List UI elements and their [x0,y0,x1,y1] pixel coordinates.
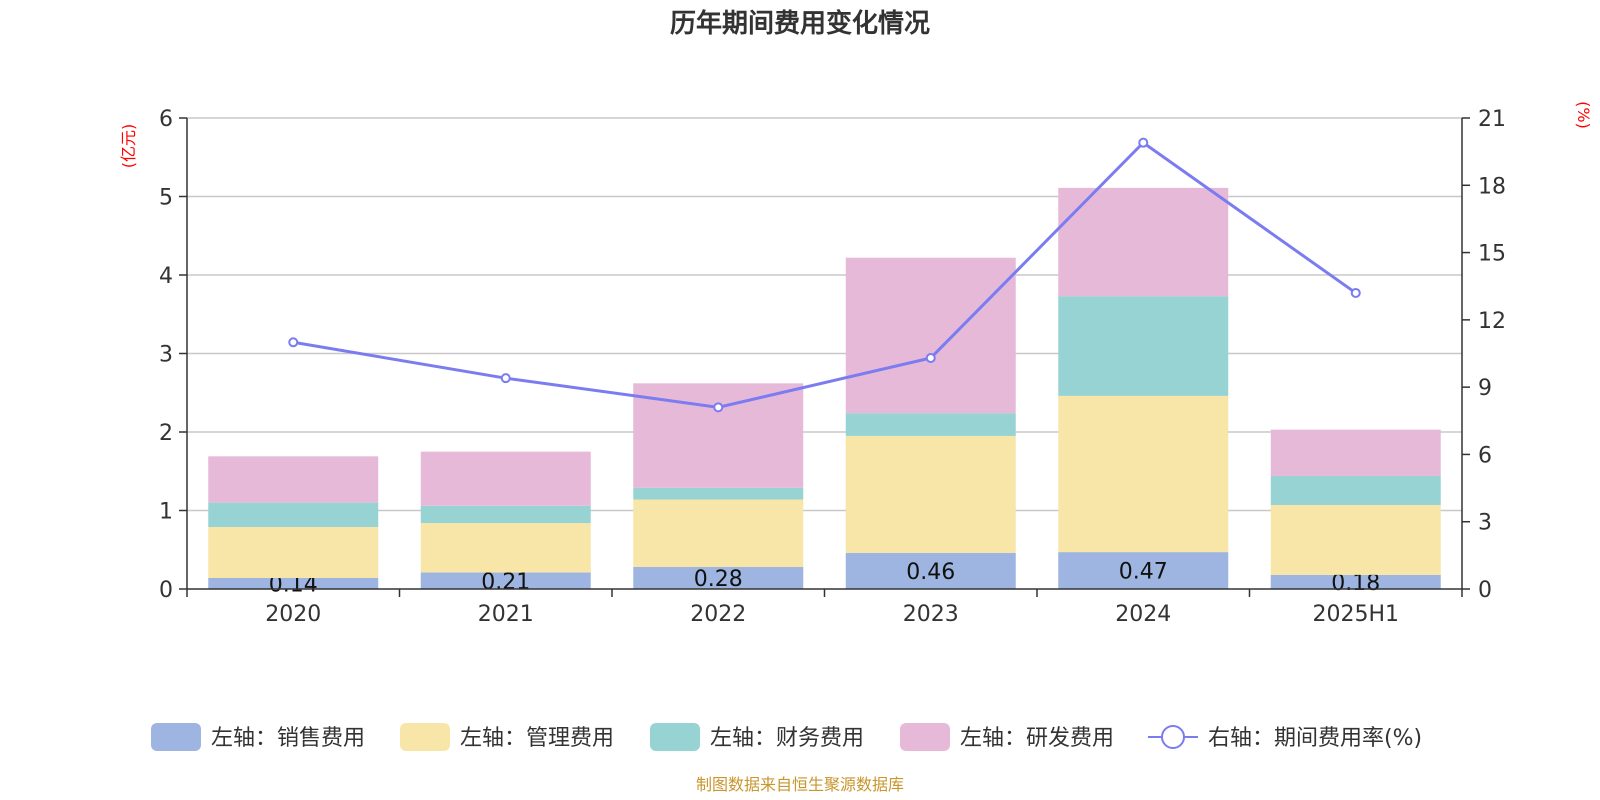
right-axis-unit: (%) [1574,101,1593,129]
bar-segment [845,413,1016,436]
rate-point [288,337,299,348]
bar-segment [845,435,1016,553]
data-source: 制图数据来自恒生聚源数据库 [696,775,904,794]
x-tick-label: 2020 [265,602,321,627]
bar-segment [1058,395,1229,553]
left-tick-label: 6 [159,107,173,132]
right-tick-label: 21 [1478,107,1506,132]
bar-segment [420,505,591,524]
bar-segment [1058,187,1229,297]
left-tick-label: 0 [159,578,173,603]
left-tick-label: 1 [159,500,173,525]
left-tick-label: 4 [159,264,173,289]
grid-lines [187,117,1462,512]
rate-point [500,373,511,384]
bar-segment [633,499,804,568]
bar-segment [1270,574,1441,589]
bar-segment [1270,429,1441,476]
rate-point [1350,287,1361,298]
x-tick-label: 2025H1 [1312,602,1399,627]
left-tick-label: 2 [159,421,173,446]
x-tick-label: 2021 [478,602,534,627]
left-tick-label: 3 [159,343,173,368]
bars: 0.14 0.21 0.28 0.46 0.47 0.18 [208,187,1441,598]
legend-label: 左轴：研发费用 [960,726,1114,751]
data-label: 0.28 [694,567,743,592]
data-label: 0.47 [1119,560,1168,585]
x-tick-label: 2022 [690,602,746,627]
right-tick-label: 18 [1478,174,1506,199]
legend-label: 左轴：财务费用 [710,726,864,751]
legend: 左轴：销售费用 左轴：管理费用 左轴：财务费用 左轴：研发费用 右轴：期间费用率(%) [151,723,1422,751]
legend-swatch [400,723,450,751]
rate-point [925,352,936,363]
legend-swatch [900,723,950,751]
bar-segment [208,578,379,589]
x-tick-label: 2023 [903,602,959,627]
legend-swatch [650,723,700,751]
bar-segment [633,487,804,500]
bar-segment [208,456,379,503]
data-label: 0.46 [906,560,955,585]
bar-segment [1058,296,1229,396]
rate-point [713,402,724,413]
right-tick-label: 9 [1478,376,1492,401]
x-tick-label: 2024 [1115,602,1171,627]
legend-label: 右轴：期间费用率(%) [1208,726,1422,751]
bar-segment [845,257,1016,414]
bar-segment [1270,505,1441,575]
right-tick-label: 15 [1478,242,1506,267]
right-tick-label: 0 [1478,578,1492,603]
data-label: 0.21 [481,570,530,595]
bar-segment [420,523,591,573]
bar-segment [845,552,1016,589]
bar-segment [420,451,591,506]
bar-segment [633,567,804,589]
legend-label: 左轴：管理费用 [460,726,614,751]
rate-line-path [293,140,1357,409]
right-tick-label: 12 [1478,309,1506,334]
left-tick-label: 5 [159,186,173,211]
data-label: 0.18 [1331,571,1380,596]
right-tick-label: 3 [1478,511,1492,536]
legend-swatch [151,723,201,751]
chart-title: 历年期间费用变化情况 [670,8,930,39]
rate-line [288,137,1361,413]
right-tick-label: 6 [1478,443,1492,468]
rate-point [1138,137,1149,148]
bar-segment [1058,552,1229,589]
left-axis-unit: (亿元) [119,124,138,169]
legend-line-marker [1161,725,1185,749]
legend-label: 左轴：销售费用 [211,726,365,751]
bar-segment [208,526,379,579]
bar-segment [1270,475,1441,506]
bar-segment [420,572,591,589]
bar-segment [208,502,379,527]
